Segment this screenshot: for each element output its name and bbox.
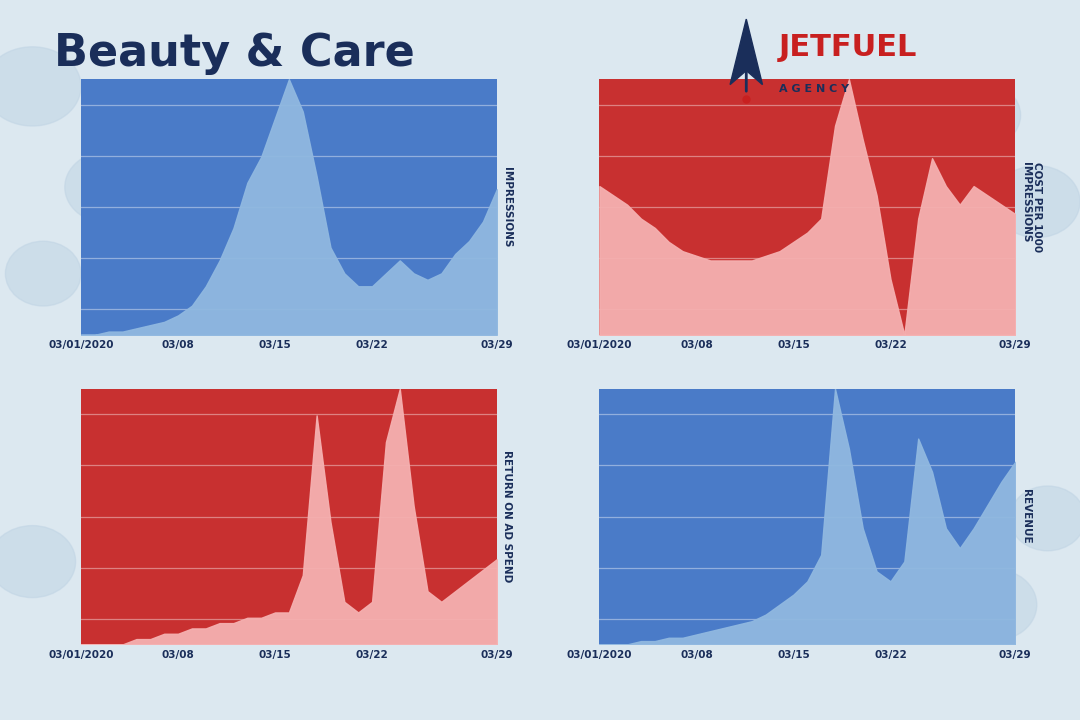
Ellipse shape <box>945 83 1021 148</box>
Text: JETFUEL: JETFUEL <box>779 32 917 62</box>
Text: A G E N C Y: A G E N C Y <box>779 84 849 94</box>
Text: Beauty & Care: Beauty & Care <box>54 32 415 76</box>
Text: REVENUE: REVENUE <box>1021 490 1030 544</box>
Polygon shape <box>730 19 762 85</box>
Ellipse shape <box>0 47 81 126</box>
Ellipse shape <box>65 151 151 223</box>
Ellipse shape <box>1010 486 1080 551</box>
Text: COST PER 1000
IMPRESSIONS: COST PER 1000 IMPRESSIONS <box>1021 162 1042 252</box>
Text: IMPRESSIONS: IMPRESSIONS <box>502 167 512 247</box>
Ellipse shape <box>0 526 76 598</box>
Ellipse shape <box>950 569 1037 641</box>
Ellipse shape <box>5 241 81 306</box>
Text: RETURN ON AD SPEND: RETURN ON AD SPEND <box>502 451 512 582</box>
Ellipse shape <box>994 166 1080 238</box>
